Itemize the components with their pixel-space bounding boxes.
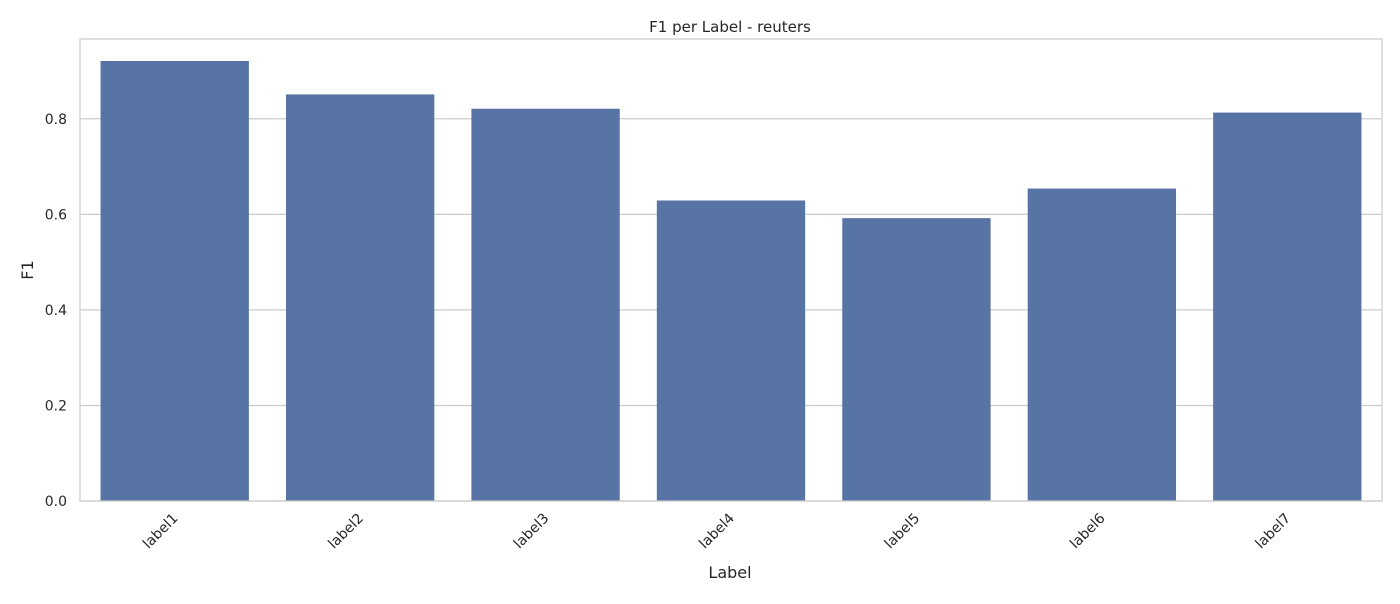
bar-label2 — [285, 94, 435, 501]
bars — [100, 60, 1362, 502]
y-tick-label: 0.0 — [45, 494, 67, 510]
y-tick-label: 0.8 — [45, 112, 67, 128]
x-tick-label: label4 — [696, 510, 738, 552]
x-axis-label: Label — [708, 563, 751, 582]
x-tick-label: label6 — [1067, 510, 1109, 552]
bar-label3 — [471, 108, 620, 501]
y-tick-label: 0.6 — [45, 207, 67, 223]
x-tick-label: label3 — [511, 511, 553, 553]
bar-label1 — [100, 60, 249, 502]
y-tick-label: 0.2 — [45, 398, 67, 414]
plot-frame — [79, 38, 1383, 502]
x-tick-label: label2 — [325, 511, 367, 553]
y-tick-labels: 0.0 0.2 0.4 0.6 0.8 — [45, 112, 67, 510]
bar-label6 — [1027, 188, 1177, 502]
chart-title: F1 per Label - reuters — [649, 18, 811, 36]
x-tick-label: label7 — [1253, 511, 1295, 553]
x-tick-label: label5 — [882, 511, 924, 553]
bar-label5 — [842, 218, 991, 501]
bar-label4 — [656, 200, 806, 502]
y-axis-label: F1 — [18, 260, 37, 279]
bar-label7 — [1213, 112, 1362, 501]
x-tick-labels: label1 label2 label3 label4 label5 label6 labe… — [140, 510, 1294, 552]
x-tick-label: label1 — [140, 511, 182, 553]
y-tick-label: 0.4 — [45, 303, 67, 319]
